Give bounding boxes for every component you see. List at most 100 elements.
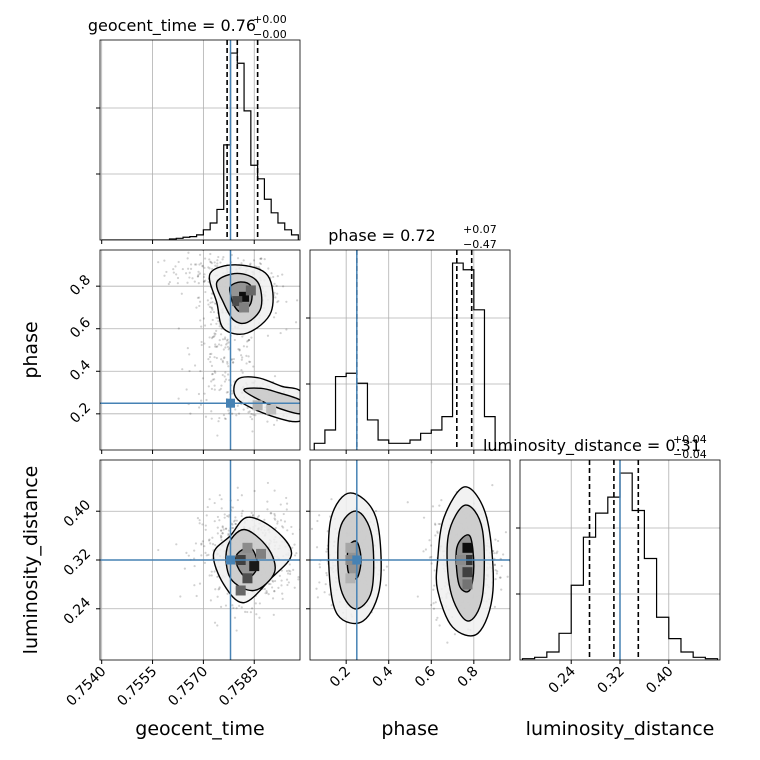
sample-point — [221, 258, 224, 261]
sample-point — [179, 595, 182, 598]
sample-point — [165, 270, 168, 274]
sample-point — [223, 380, 227, 383]
sample-point — [168, 280, 171, 284]
sample-point — [245, 345, 249, 348]
sample-point — [197, 273, 200, 276]
sample-point — [315, 546, 319, 549]
sample-point — [223, 336, 227, 339]
sample-point — [188, 276, 191, 279]
sample-point — [221, 532, 224, 535]
panel-content — [310, 460, 510, 660]
sample-point — [224, 417, 227, 421]
sample-point — [432, 602, 435, 605]
sample-point — [294, 321, 298, 324]
sample-point — [201, 264, 204, 267]
sample-point — [493, 563, 496, 566]
sample-point — [201, 523, 204, 526]
histogram-geocent_time — [101, 52, 299, 240]
sample-point — [213, 378, 216, 381]
sample-point — [246, 406, 249, 410]
sample-point — [318, 581, 321, 584]
sample-point — [500, 564, 503, 568]
sample-point — [224, 527, 228, 530]
histogram-panel-geocent_time: geocent_time = 0.76+0.00 −0.00 — [88, 13, 301, 241]
sample-point — [224, 378, 228, 381]
sample-point — [213, 501, 216, 505]
sample-point — [293, 586, 296, 589]
sample-point — [271, 597, 275, 600]
sample-point — [287, 581, 290, 584]
sample-point — [506, 575, 509, 578]
sample-point — [275, 284, 278, 287]
sample-point — [266, 420, 269, 423]
sample-point — [226, 338, 229, 341]
sample-point — [210, 387, 214, 390]
sample-point — [266, 508, 269, 511]
sample-point — [202, 275, 206, 279]
sample-point — [251, 514, 254, 518]
sample-point — [282, 285, 285, 288]
sample-point — [207, 266, 210, 269]
sample-point — [260, 257, 263, 260]
sample-point — [196, 296, 200, 299]
sample-point — [257, 265, 261, 269]
sample-point — [269, 582, 272, 586]
sample-point — [221, 373, 224, 377]
panel-frame — [309, 249, 511, 451]
sample-point — [216, 434, 219, 437]
sample-point — [248, 360, 251, 363]
sample-point — [265, 590, 268, 593]
sample-point — [330, 604, 333, 607]
sample-point — [174, 265, 177, 268]
sample-point — [204, 528, 207, 531]
sample-point — [210, 380, 213, 383]
sample-point — [220, 507, 223, 510]
sample-point — [176, 282, 179, 285]
sample-point — [252, 413, 255, 416]
panel-phase-vs-geocent_time — [99, 249, 322, 451]
sample-point — [225, 391, 228, 394]
x-tick-label-geocent_time: 0.7585 — [216, 664, 262, 710]
sample-point — [276, 520, 279, 523]
sample-point — [204, 551, 207, 554]
sample-point — [191, 277, 194, 280]
sample-point — [223, 356, 226, 359]
x-tick-label-luminosity_distance: 0.32 — [594, 664, 627, 697]
sample-point — [227, 529, 231, 532]
title-lower: −0.04 — [673, 448, 707, 461]
sample-point — [311, 378, 313, 380]
sample-point — [279, 331, 282, 335]
sample-point — [318, 514, 321, 517]
sample-point — [320, 395, 322, 397]
sample-point — [325, 574, 329, 577]
sample-point — [210, 297, 213, 300]
sample-point — [185, 388, 188, 391]
y-tick-label-luminosity_distance: 0.24 — [61, 595, 94, 628]
sample-point — [208, 305, 211, 309]
sample-point — [323, 591, 326, 594]
density-cell — [462, 542, 473, 553]
sample-point — [246, 610, 249, 614]
sample-point — [276, 292, 279, 295]
sample-point — [297, 575, 300, 579]
sample-point — [240, 606, 243, 609]
sample-point — [195, 306, 198, 309]
sample-point — [210, 373, 214, 376]
sample-point — [494, 568, 497, 572]
sample-point — [493, 563, 496, 567]
sample-point — [502, 553, 505, 556]
sample-point — [216, 532, 219, 535]
sample-point — [428, 556, 432, 559]
sample-point — [231, 523, 234, 526]
sample-point — [434, 534, 437, 537]
sample-point — [431, 505, 435, 508]
sample-point — [201, 265, 204, 268]
sample-point — [206, 505, 209, 509]
sample-point — [184, 272, 188, 275]
sample-point — [183, 567, 186, 570]
title-lower: −0.47 — [463, 238, 497, 251]
sample-point — [203, 280, 206, 283]
density-cell — [249, 561, 260, 572]
sample-point — [272, 316, 276, 319]
sample-point — [199, 262, 203, 265]
